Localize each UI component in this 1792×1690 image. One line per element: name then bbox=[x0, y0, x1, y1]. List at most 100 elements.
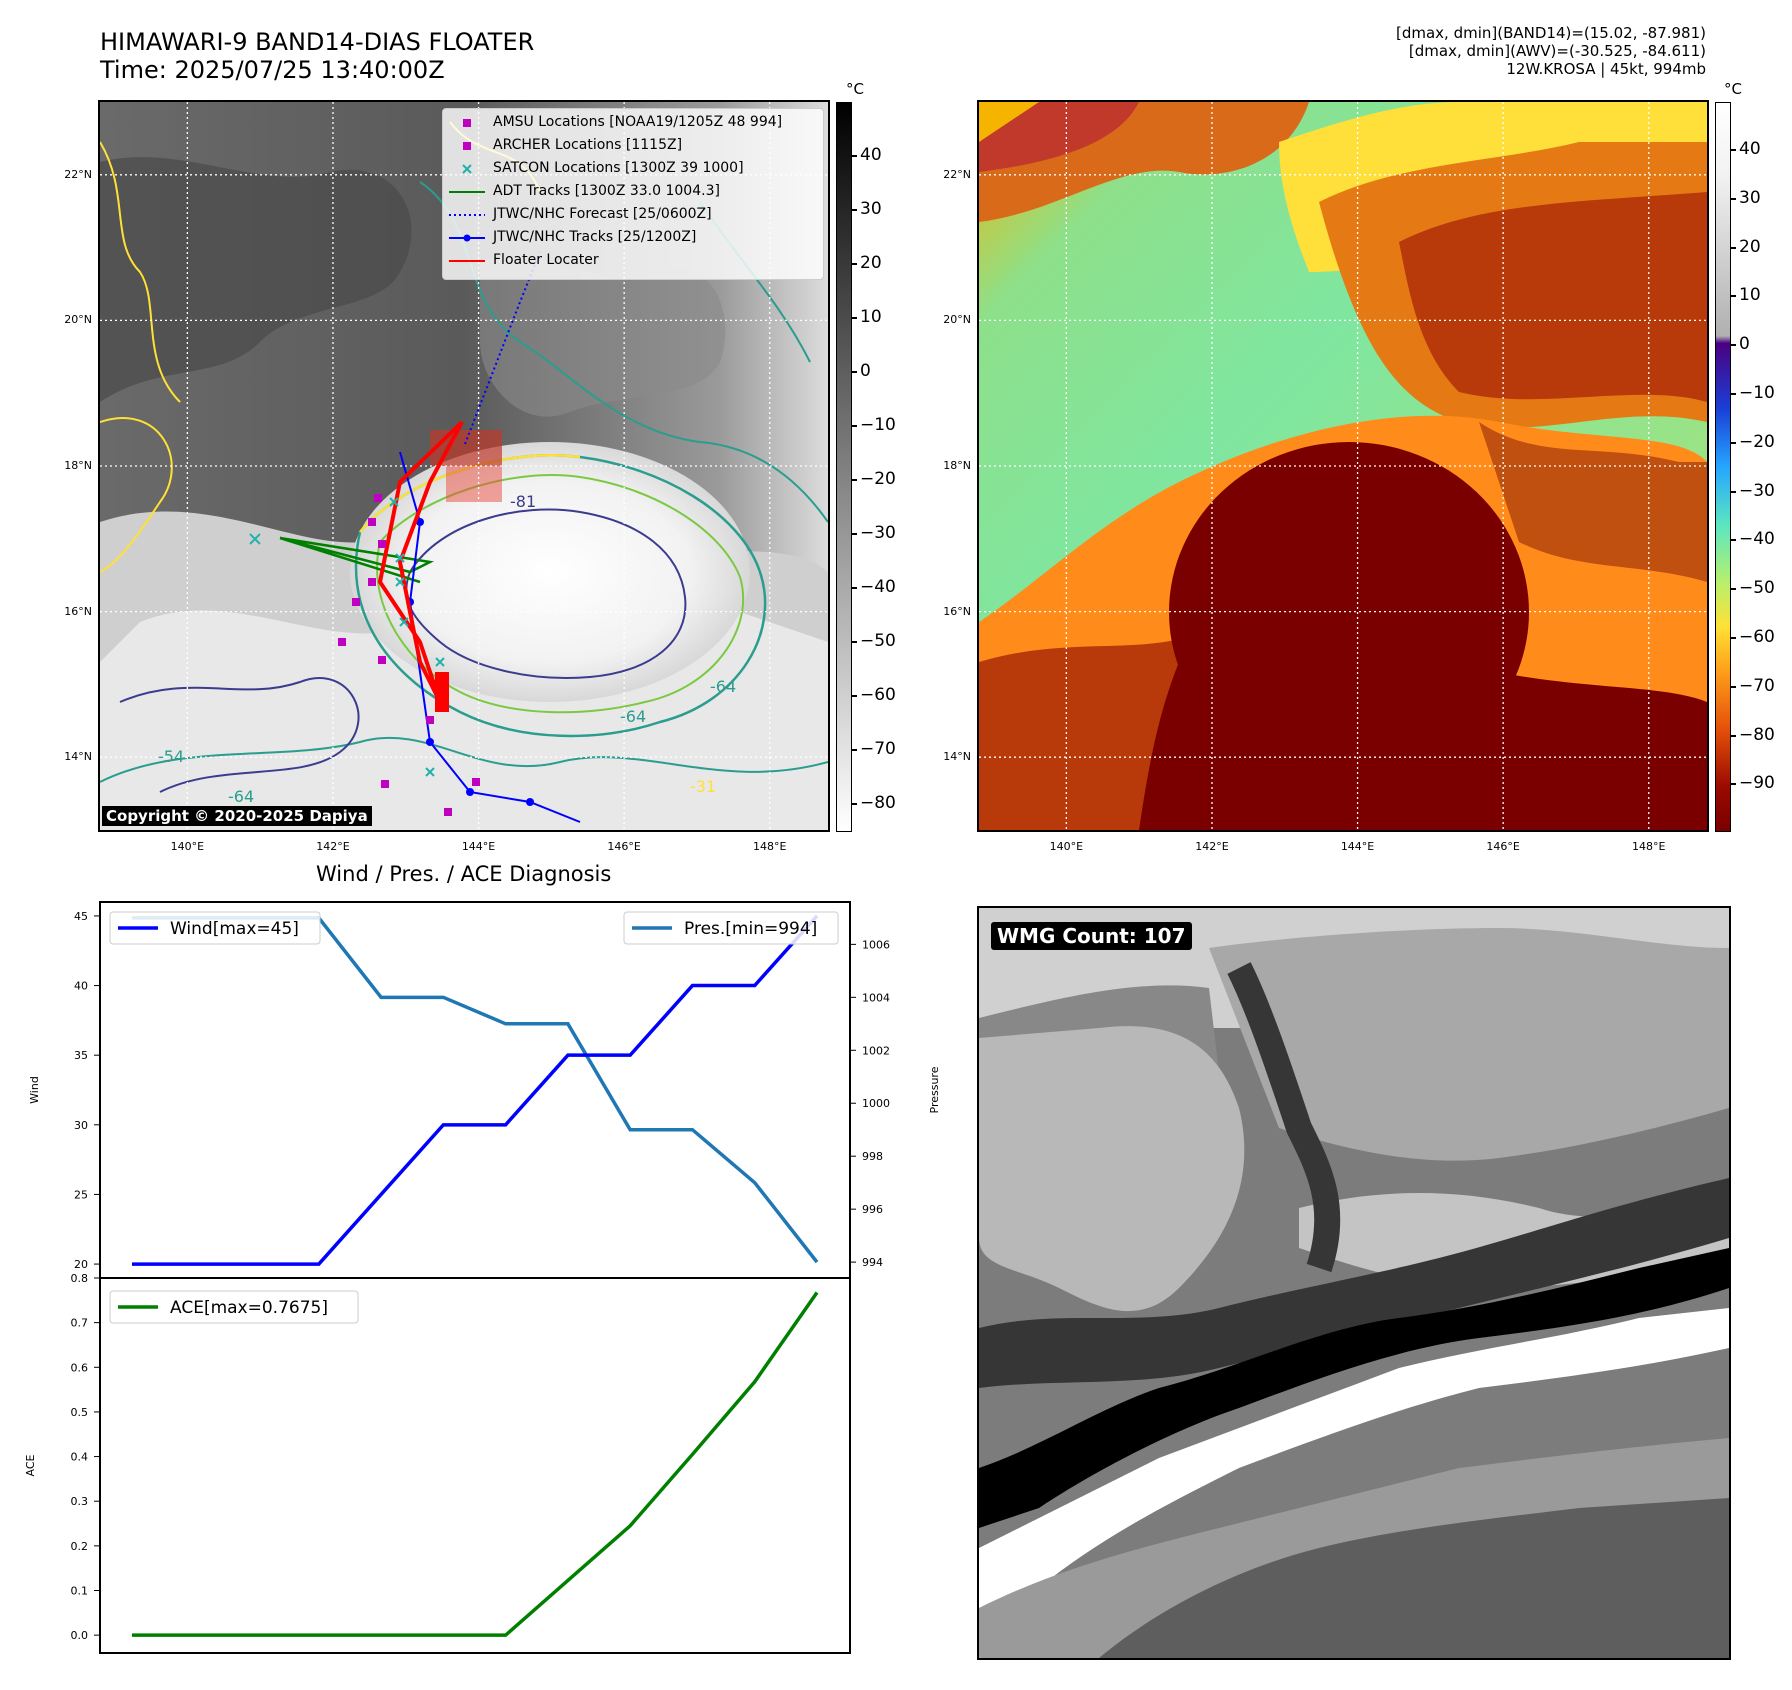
wind-ytick-label: 35 bbox=[74, 1049, 88, 1062]
ace-ytick-label: 0.1 bbox=[71, 1585, 89, 1598]
copyright-label: Copyright © 2020-2025 Dapiya bbox=[102, 806, 372, 826]
satcon-location-marker bbox=[399, 617, 409, 627]
amsu-location-marker bbox=[472, 778, 480, 786]
square-marker-icon bbox=[463, 119, 471, 127]
colorbar-tick-label: 20 bbox=[1739, 236, 1761, 257]
colorbar-tick-mark bbox=[851, 533, 857, 535]
ace-ytick-label: 0.8 bbox=[71, 1272, 89, 1285]
colorbar-tick-mark bbox=[1730, 344, 1736, 347]
pressure-ytick-label: 996 bbox=[862, 1203, 883, 1216]
wind-ytick-label: 25 bbox=[74, 1188, 88, 1201]
colorbar-tick-mark bbox=[1730, 441, 1736, 444]
colorbar-tick-mark bbox=[851, 209, 857, 211]
satcon-location-marker bbox=[435, 657, 445, 667]
wind-pressure-plot-frame bbox=[99, 901, 851, 1279]
lat-tick-label: 18°N bbox=[64, 459, 92, 472]
ace-ytick-label: 0.5 bbox=[71, 1406, 89, 1419]
ir-map-panel: -54-64-64-31-81-64-64 AMSU Locations [NO… bbox=[98, 100, 830, 832]
colorbar-tick-label: 30 bbox=[1739, 187, 1761, 208]
map-legend: AMSU Locations [NOAA19/1205Z 48 994] ARCH… bbox=[442, 108, 824, 280]
pressure-legend-box bbox=[623, 911, 839, 945]
colorbar-tick-mark bbox=[851, 587, 857, 589]
diagnosis-title: Wind / Pres. / ACE Diagnosis bbox=[316, 862, 612, 886]
colorbar-tick-label: −40 bbox=[1739, 529, 1775, 550]
lat-tick-label: 14°N bbox=[943, 750, 971, 764]
lon-tick-label: 148°E bbox=[753, 840, 787, 853]
wind-ytick-label: 30 bbox=[74, 1119, 88, 1132]
colorbar-tick-label: −50 bbox=[1739, 578, 1775, 599]
colorbar-tick-mark bbox=[851, 155, 857, 157]
colorbar-tick-label: −80 bbox=[1739, 724, 1775, 745]
colorbar-tick-label: −60 bbox=[860, 685, 896, 705]
amsu-location-marker bbox=[368, 518, 376, 526]
colorbar-tick-mark bbox=[851, 479, 857, 481]
colorbar-tick-label: 0 bbox=[860, 361, 871, 381]
amsu-location-marker bbox=[368, 578, 376, 586]
legend-label: ARCHER Locations [1115Z] bbox=[493, 137, 683, 153]
colorbar-tick-mark bbox=[1730, 246, 1736, 249]
colorbar-tick-label: −20 bbox=[860, 469, 896, 489]
contour-label: -64 bbox=[710, 677, 736, 696]
diagnosis-charts: 20 25 30 35 40 45 994 996 998 1000 1002 1004 1006 0.0… bbox=[24, 901, 941, 1654]
square-marker-icon bbox=[463, 142, 471, 150]
colorbar-tick-label: 10 bbox=[860, 307, 882, 327]
legend-label: JTWC/NHC Forecast [25/0600Z] bbox=[493, 206, 712, 222]
lon-tick-label: 140°E bbox=[1049, 840, 1084, 853]
adt-track-line bbox=[279, 536, 435, 584]
legend-label: JTWC/NHC Tracks [25/1200Z] bbox=[493, 229, 697, 245]
pressure-ytick-label: 994 bbox=[862, 1256, 883, 1269]
ace-ytick-label: 0.2 bbox=[71, 1540, 89, 1553]
ace-plot-frame bbox=[99, 1277, 851, 1654]
amsu-location-marker bbox=[378, 656, 386, 664]
colorbar-tick-mark bbox=[851, 641, 857, 643]
colorbar-tick-label: 20 bbox=[860, 253, 882, 273]
lat-tick-label: 20°N bbox=[64, 313, 92, 327]
colorbar-tick-mark bbox=[1730, 783, 1736, 786]
colorbar-tick-mark bbox=[851, 263, 857, 265]
colorbar-tick-mark bbox=[851, 317, 857, 319]
storm-info: [dmax, dmin](BAND14)=(15.02, -87.981) [d… bbox=[1396, 24, 1706, 78]
lon-tick-label: 148°E bbox=[1632, 840, 1666, 853]
x-marker-icon bbox=[462, 164, 472, 174]
lon-tick-label: 146°E bbox=[607, 840, 641, 853]
colorbar-tick-mark bbox=[1730, 149, 1736, 151]
colorbar-tick-mark bbox=[1730, 539, 1736, 542]
dotted-line-icon bbox=[449, 214, 485, 216]
lat-tick-label: 20°N bbox=[943, 313, 971, 327]
amsu-location-marker bbox=[381, 780, 389, 788]
wind-legend-label: Wind[max=45] bbox=[170, 919, 299, 939]
amsu-location-marker bbox=[444, 808, 452, 816]
wind-ytick-label: 20 bbox=[74, 1258, 88, 1271]
colorbar-tick-label: 30 bbox=[860, 199, 882, 219]
amsu-location-marker bbox=[352, 598, 360, 606]
ir-colorbar bbox=[836, 102, 852, 832]
best-track-line bbox=[399, 451, 581, 823]
lon-tick-label: 146°E bbox=[1486, 840, 1520, 853]
wmg-image bbox=[979, 908, 1729, 1658]
lat-tick-label: 14°N bbox=[64, 750, 92, 764]
lon-tick-label: 142°E bbox=[316, 840, 350, 853]
colorbar-tick-label: −40 bbox=[860, 577, 896, 597]
colorbar-tick-label: −20 bbox=[1739, 431, 1775, 452]
pressure-ytick-label: 998 bbox=[862, 1150, 883, 1163]
colorbar-tick-label: 40 bbox=[1739, 139, 1761, 159]
colorbar-tick-mark bbox=[1730, 685, 1736, 688]
pressure-series-line bbox=[132, 916, 819, 1264]
floater-locater-block bbox=[435, 672, 449, 712]
satcon-location-marker bbox=[395, 553, 405, 563]
legend-label: ADT Tracks [1300Z 33.0 1004.3] bbox=[493, 183, 720, 199]
colorbar-tick-mark bbox=[851, 749, 857, 751]
lat-tick-label: 22°N bbox=[943, 167, 971, 181]
pressure-ytick-label: 1004 bbox=[862, 991, 890, 1004]
best-track-point bbox=[526, 798, 534, 806]
ace-axis-label: ACE bbox=[24, 1454, 37, 1476]
best-track-point bbox=[466, 788, 474, 796]
colorbar-tick-label: −50 bbox=[860, 631, 896, 651]
legend-label: Floater Locater bbox=[493, 252, 599, 268]
colorbar-tick-mark bbox=[851, 425, 857, 427]
contour-label: -64 bbox=[228, 787, 254, 806]
colorbar-tick-mark bbox=[851, 695, 857, 697]
wind-ytick-label: 40 bbox=[74, 980, 88, 993]
colorbar-tick-label: −90 bbox=[1739, 773, 1775, 794]
pressure-ytick-label: 1002 bbox=[862, 1044, 890, 1057]
